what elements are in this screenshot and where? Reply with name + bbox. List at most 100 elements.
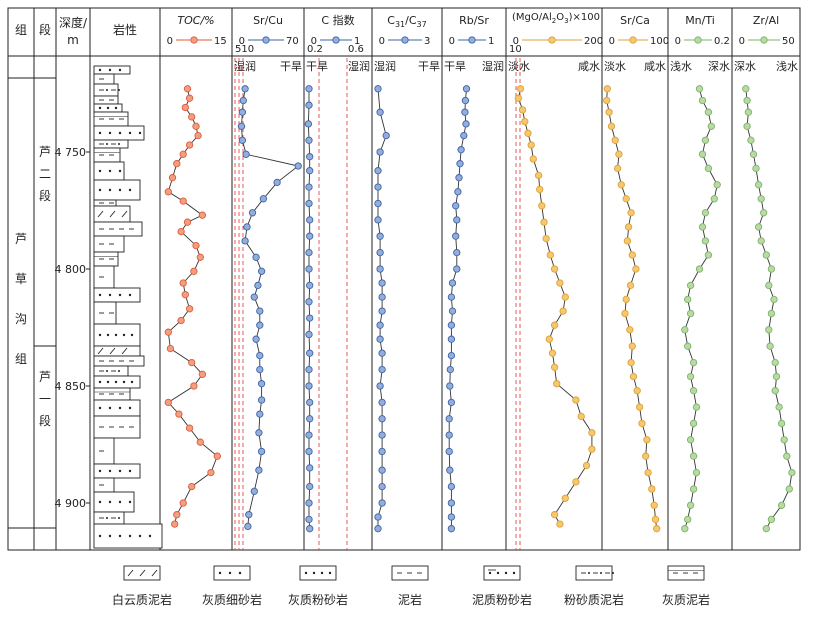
point-mgo_al2o3-23 <box>577 412 585 421</box>
point-c31_c37-26 <box>374 513 382 521</box>
point-toc-31 <box>213 452 221 460</box>
point-c31_c37-20 <box>378 415 386 423</box>
bed-19-dot <box>98 333 102 337</box>
point-mn_ti-23 <box>689 419 698 428</box>
lithology-bed-19 <box>93 323 141 347</box>
point-zr_al-11 <box>757 237 765 245</box>
point-zr_al-20 <box>772 372 781 381</box>
point-sr_ca-13 <box>632 265 640 273</box>
bed-6-dot <box>118 131 122 135</box>
point-c_index-13 <box>305 298 313 306</box>
point-rb_sr-1 <box>461 96 470 105</box>
legend-label-fine_sand: 灰质细砂岩 <box>202 592 262 607</box>
legend-swatch-argillaceous_silt <box>483 565 521 581</box>
point-sr_cu-24 <box>255 429 263 437</box>
track-title-zr_al: Zr/Al <box>753 14 779 27</box>
point-sr_ca-5 <box>615 150 623 158</box>
note-left-mn_ti: 浅水 <box>670 60 692 73</box>
point-c_index-1 <box>305 101 313 109</box>
scale-max-mn_ti: 0.2 <box>714 36 730 47</box>
point-toc-34 <box>179 499 187 507</box>
point-mgo_al2o3-20 <box>550 363 559 371</box>
point-sr_ca-11 <box>623 237 632 245</box>
lithology-bed-9 <box>93 161 125 181</box>
point-c_index-18 <box>305 382 313 390</box>
track-c_index: C 指数 0 1 0.2 0.6 干旱 湿润 <box>304 13 370 550</box>
point-mn_ti-4 <box>701 136 710 144</box>
point-zr_al-15 <box>770 295 778 304</box>
point-mn_ti-20 <box>686 372 695 381</box>
legend-item-silt: 灰质粉砂岩 <box>288 565 348 607</box>
scale-marker-mgo_al2o3 <box>548 36 556 44</box>
lithology-bed-12 <box>93 205 131 223</box>
lithology-bed-box-15 <box>93 251 119 267</box>
lithology-bed-2 <box>93 83 120 97</box>
point-c_index-23 <box>306 464 314 472</box>
point-mn_ti-21 <box>689 387 698 395</box>
point-sr_cu-17 <box>256 321 264 329</box>
bed-0-dot <box>108 68 112 72</box>
point-c31_c37-14 <box>376 321 384 329</box>
point-c31_c37-3 <box>376 148 384 156</box>
curve-mgo_al2o3 <box>517 88 593 525</box>
point-sr_cu-28 <box>245 511 253 519</box>
point-toc-9 <box>168 174 177 182</box>
point-mgo_al2o3-0 <box>516 85 525 93</box>
point-toc-8 <box>173 160 181 168</box>
point-toc-26 <box>190 382 198 390</box>
note-right-mgo_al2o3: 咸水 <box>578 60 600 73</box>
bed-31-dot <box>106 517 108 519</box>
point-rb_sr-14 <box>448 279 457 287</box>
point-sr_ca-18 <box>628 342 636 350</box>
scale-marker-zr_al <box>760 36 768 44</box>
point-c_index-11 <box>305 265 313 273</box>
point-zr_al-28 <box>777 501 786 509</box>
scale-marker-rb_sr <box>468 36 476 44</box>
point-c_index-14 <box>306 314 314 322</box>
point-mgo_al2o3-11 <box>542 234 550 243</box>
point-toc-25 <box>198 370 207 378</box>
point-c31_c37-5 <box>374 183 382 191</box>
point-toc-30 <box>196 438 204 446</box>
scale-max-sr_cu: 70 <box>286 36 299 47</box>
bed-12-slash <box>109 210 116 218</box>
bed-20-slash <box>109 347 116 355</box>
point-sr_cu-12 <box>252 253 260 261</box>
lithology-bed-21 <box>93 355 145 367</box>
point-toc-2 <box>181 103 189 112</box>
point-c_index-26 <box>305 515 313 524</box>
bed-legend-2-dot <box>312 571 316 575</box>
point-mn_ti-24 <box>686 436 695 444</box>
point-zr_al-2 <box>744 108 753 116</box>
point-mgo_al2o3-13 <box>550 265 559 273</box>
header-depth-line2: m <box>67 33 79 47</box>
point-rb_sr-4 <box>460 131 468 140</box>
lithology-bed-15 <box>93 251 119 267</box>
point-sr_ca-1 <box>603 96 611 105</box>
bed-legend-2-dot <box>328 571 332 575</box>
point-toc-28 <box>175 410 183 418</box>
legend-label-mud: 泥岩 <box>398 592 422 607</box>
point-c_index-16 <box>306 349 314 357</box>
point-rb_sr-3 <box>462 120 470 128</box>
point-c31_c37-16 <box>378 349 386 357</box>
point-mn_ti-1 <box>698 96 707 105</box>
point-c31_c37-8 <box>376 232 384 240</box>
note-left-rb_sr: 干旱 <box>444 60 466 73</box>
bed-6-dot <box>128 131 132 135</box>
bed-30-dot <box>128 500 132 504</box>
point-rb_sr-8 <box>454 188 462 196</box>
lithology-bed-20 <box>93 345 141 357</box>
point-mgo_al2o3-6 <box>529 155 537 163</box>
point-c_index-27 <box>306 525 314 533</box>
point-toc-32 <box>207 468 215 477</box>
bed-32-dot <box>118 534 122 538</box>
point-sr_ca-8 <box>622 195 630 203</box>
point-mn_ti-12 <box>704 251 713 259</box>
lithology-bed-box-3 <box>93 95 119 105</box>
point-mn_ti-7 <box>713 181 721 189</box>
point-c_index-17 <box>305 365 313 374</box>
